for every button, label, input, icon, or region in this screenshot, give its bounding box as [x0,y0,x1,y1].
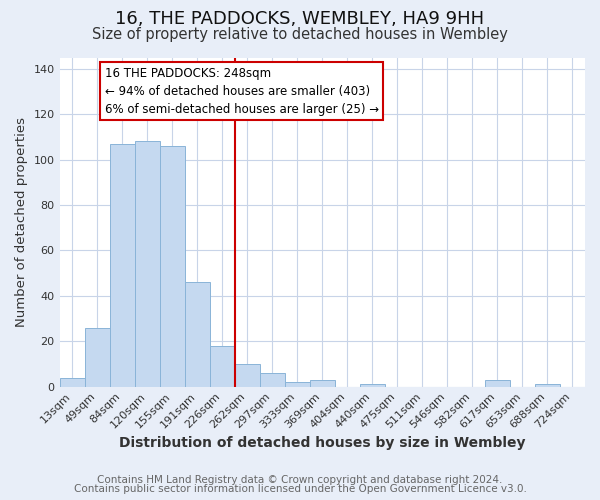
Bar [310,380,335,386]
Text: 16, THE PADDOCKS, WEMBLEY, HA9 9HH: 16, THE PADDOCKS, WEMBLEY, HA9 9HH [115,10,485,28]
Bar [260,373,285,386]
Bar [485,380,510,386]
Bar [209,346,235,387]
Text: Contains HM Land Registry data © Crown copyright and database right 2024.: Contains HM Land Registry data © Crown c… [97,475,503,485]
X-axis label: Distribution of detached houses by size in Wembley: Distribution of detached houses by size … [119,436,526,450]
Bar [110,144,134,386]
Y-axis label: Number of detached properties: Number of detached properties [15,117,28,327]
Bar [185,282,209,387]
Bar [160,146,185,386]
Text: 16 THE PADDOCKS: 248sqm
← 94% of detached houses are smaller (403)
6% of semi-de: 16 THE PADDOCKS: 248sqm ← 94% of detache… [104,66,379,116]
Bar [360,384,385,386]
Text: Contains public sector information licensed under the Open Government Licence v3: Contains public sector information licen… [74,484,526,494]
Bar [59,378,85,386]
Bar [235,364,260,386]
Bar [535,384,560,386]
Text: Size of property relative to detached houses in Wembley: Size of property relative to detached ho… [92,28,508,42]
Bar [285,382,310,386]
Bar [134,142,160,386]
Bar [85,328,110,386]
